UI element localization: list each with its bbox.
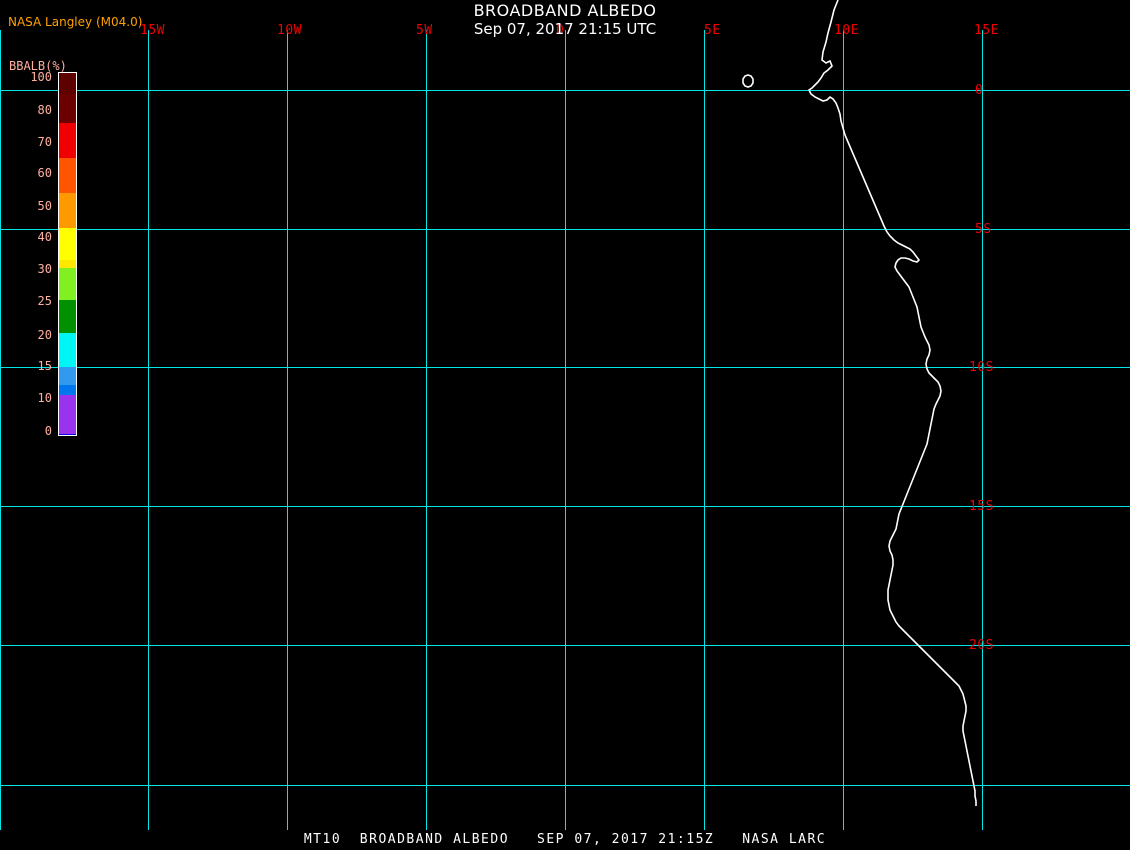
colorbar-tick-30: 30 bbox=[37, 262, 52, 276]
colorbar-tick-25: 25 bbox=[37, 294, 52, 308]
footer-caption: MT10 BROADBAND ALBEDO SEP 07, 2017 21:15… bbox=[303, 832, 827, 847]
colorbar-tick-0: 0 bbox=[44, 424, 52, 438]
gridline-lat-15s bbox=[0, 506, 1130, 507]
colorbar-band-lowest bbox=[59, 395, 76, 434]
lat-label-10s: 10S bbox=[969, 360, 994, 375]
colorbar-band bbox=[59, 260, 76, 268]
gridline-lon-15w bbox=[148, 30, 149, 830]
lat-label-0: 0 bbox=[975, 83, 984, 98]
gridline-lat-5s bbox=[0, 229, 1130, 230]
lat-label-15s: 15S bbox=[969, 499, 994, 514]
colorbar-tick-70: 70 bbox=[37, 135, 52, 149]
coastline-africa bbox=[807, 0, 977, 806]
lon-label-5e: 5E bbox=[704, 23, 721, 38]
gridline-lat-0 bbox=[0, 90, 1130, 91]
colorbar-band bbox=[59, 73, 76, 94]
gridline-frame-bottom bbox=[0, 785, 1130, 786]
gridline-lon-5e bbox=[704, 30, 705, 830]
lon-label-15w: 15W bbox=[140, 23, 165, 38]
colorbar-band bbox=[59, 228, 76, 260]
colorbar-title: BBALB(%) bbox=[9, 59, 67, 73]
colorbar-band bbox=[59, 123, 76, 158]
gridline-lon-15e bbox=[982, 30, 983, 830]
lat-label-20s: 20S bbox=[969, 638, 994, 653]
coastline-sao-tome bbox=[742, 74, 754, 88]
colorbar-band bbox=[59, 193, 76, 228]
gridline-lon-5w bbox=[426, 30, 427, 830]
page-title: BROADBAND ALBEDO bbox=[473, 1, 657, 20]
colorbar-band bbox=[59, 300, 76, 333]
page-subtitle: Sep 07, 2017 21:15 UTC bbox=[473, 20, 657, 38]
colorbar-tick-15: 15 bbox=[37, 359, 52, 373]
lon-label-15e: 15E bbox=[974, 23, 999, 38]
colorbar-tick-50: 50 bbox=[37, 199, 52, 213]
colorbar-tick-100: 100 bbox=[30, 70, 52, 84]
colorbar bbox=[58, 72, 77, 436]
lon-label-0: 0 bbox=[556, 23, 565, 38]
gridline-lon-10w bbox=[287, 30, 288, 830]
colorbar-band bbox=[59, 268, 76, 300]
colorbar-band bbox=[59, 94, 76, 123]
colorbar-tick-80: 80 bbox=[37, 103, 52, 117]
gridline-lon-0 bbox=[565, 30, 566, 830]
gridline-lon-10e bbox=[843, 30, 844, 830]
colorbar-tick-20: 20 bbox=[37, 328, 52, 342]
colorbar-band bbox=[59, 333, 76, 367]
provider-credit: NASA Langley (M04.0) bbox=[8, 15, 143, 29]
colorbar-band bbox=[59, 158, 76, 193]
colorbar-tick-60: 60 bbox=[37, 166, 52, 180]
colorbar-band bbox=[59, 367, 76, 385]
gridline-frame-left bbox=[0, 30, 1, 830]
gridline-lat-10s bbox=[0, 367, 1130, 368]
lon-label-10e: 10E bbox=[834, 23, 859, 38]
lon-label-10w: 10W bbox=[277, 23, 302, 38]
gridline-lat-20s bbox=[0, 645, 1130, 646]
colorbar-tick-40: 40 bbox=[37, 230, 52, 244]
colorbar-tick-10: 10 bbox=[37, 391, 52, 405]
lat-label-5s: 5S bbox=[975, 222, 992, 237]
lon-label-5w: 5W bbox=[416, 23, 433, 38]
